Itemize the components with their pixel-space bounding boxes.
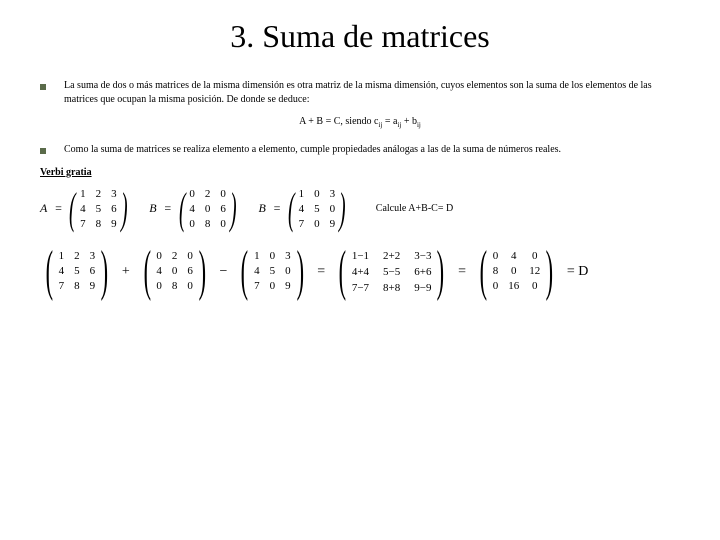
matrix-result: ( 040 8012 0160 ) [474, 250, 559, 294]
equals-operator: = [317, 264, 325, 280]
bullet-text: Como la suma de matrices se realiza elem… [64, 143, 561, 157]
result-label: = D [567, 264, 589, 280]
matrix-calc-C: ( 103 450 709 ) [235, 250, 309, 294]
matrix-definitions: A= ( 123 456 789 ) B= ( 020 406 080 [40, 188, 680, 230]
matrix-calc-B: ( 020 406 080 ) [138, 250, 212, 294]
matrix-sum: ( 1−12+23−3 4+45−56+6 7−78+89−9 ) [333, 250, 450, 294]
bullet-item: Como la suma de matrices se realiza elem… [40, 143, 680, 157]
verbi-gratia-label: Verbi gratia [40, 167, 680, 178]
bullet-marker [40, 84, 46, 90]
minus-operator: − [220, 264, 228, 280]
formula: A + B = C, siendo cij = aij + bij [40, 116, 680, 129]
slide-title: 3. Suma de matrices [40, 18, 680, 55]
calculation-row: ( 123 456 789 ) + ( 020 406 080 ) − ( 10… [40, 250, 680, 294]
matrix-A: A= ( 123 456 789 ) [40, 188, 131, 230]
matrix-calc-A: ( 123 456 789 ) [40, 250, 114, 294]
plus-operator: + [122, 264, 130, 280]
equals-operator: = [458, 264, 466, 280]
bullet-marker [40, 148, 46, 154]
matrix-B: B= ( 020 406 080 ) [149, 188, 240, 230]
calc-instruction: Calcule A+B-C= D [376, 203, 453, 214]
bullet-item: La suma de dos o más matrices de la mism… [40, 79, 680, 106]
bullet-text: La suma de dos o más matrices de la mism… [64, 79, 680, 106]
matrix-C: B= ( 103 450 709 ) [259, 188, 350, 230]
